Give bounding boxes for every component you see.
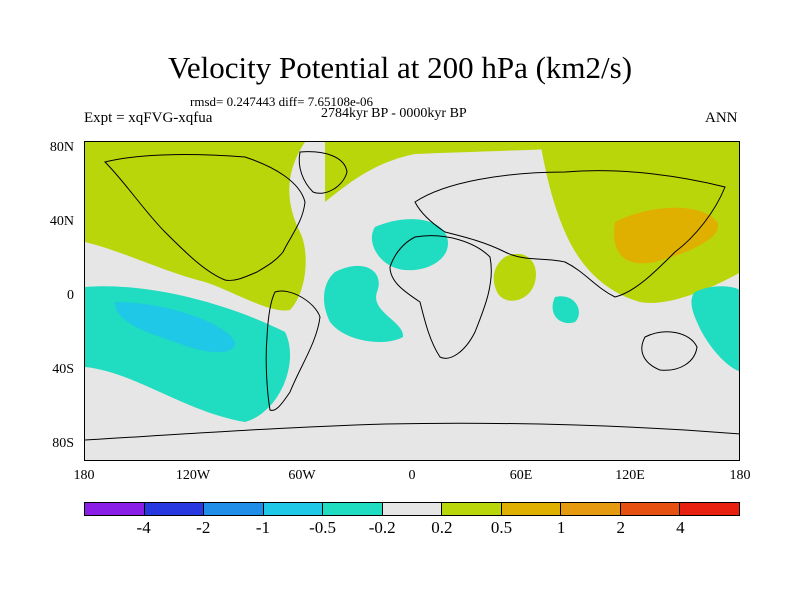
coastline-eurasia [414,170,726,298]
coastline-australia [641,331,698,371]
colorbar-label: -1 [255,518,270,537]
colorbar-box [263,503,324,515]
negative-region-north-africa [371,219,448,271]
lon-tick-label: 180 [73,468,95,483]
colorbar-box [561,503,621,515]
colorbar-box [85,503,145,515]
positive-region-arabia [493,253,536,301]
rmsd-diff-stats: rmsd= 0.247443 diff= 7.65108e-06 [190,94,374,109]
coastline-antarctica [85,422,739,441]
colorbar-box [501,503,562,515]
colorbar-label: -0.5 [309,518,336,537]
colorbar-box [204,503,264,515]
lon-tick-label: 120E [615,468,645,483]
colorbar-box [323,503,383,515]
colorbar [84,502,740,516]
lat-tick-label: 40S [52,362,74,377]
colorbar-label: 2 [616,518,625,537]
colorbar-box [382,503,443,515]
lon-tick-label: 120W [175,468,211,483]
coastline-north-america [104,154,306,281]
lat-tick-label: 80N [49,140,74,155]
colorbar-box [680,503,740,515]
positive-region-east-asia-orange [614,207,719,264]
colorbar-label: -0.2 [368,518,396,537]
colorbar-label: -2 [196,518,211,537]
lon-tick-label: 0 [408,468,416,483]
colorbar-label: -4 [136,518,151,537]
coastlines [85,151,739,441]
map-panel [84,141,740,461]
lat-tick-label: 80S [52,436,74,451]
negative-region-west-pacific [691,286,739,372]
coastline-africa [389,235,492,359]
coastline-greenland [298,151,348,194]
lat-tick-label: 40N [49,214,74,229]
colorbar-box [144,503,205,515]
experiment-label: Expt = xqFVG-xqfua [84,110,213,126]
positive-region-north-america [85,142,306,311]
negative-region-equatorial-atlantic [323,265,404,342]
time-period-label: 2784kyr BP - 0000kyr BP [321,106,467,121]
season-label: ANN [705,110,738,126]
negative-region-indian-ocean [552,296,579,324]
contour-map [85,142,739,460]
lon-tick-label: 60E [509,468,533,483]
lon-tick-label: 180 [729,468,751,483]
colorbar-box [442,503,502,515]
colorbar-label: 1 [556,518,566,537]
colorbar-box [620,503,681,515]
colorbar-label: 4 [676,518,685,537]
plot-title: Velocity Potential at 200 hPa (km2/s) [167,50,633,85]
lat-tick-label: 0 [67,288,74,303]
negative-region-east-pacific-core [115,302,235,353]
coastline-south-america [265,290,321,411]
colorbar-label: 0.2 [431,518,453,537]
positive-region-greenland-atlantic [325,142,605,202]
lon-tick-label: 60W [288,468,316,483]
colorbar-label: 0.5 [490,518,513,537]
